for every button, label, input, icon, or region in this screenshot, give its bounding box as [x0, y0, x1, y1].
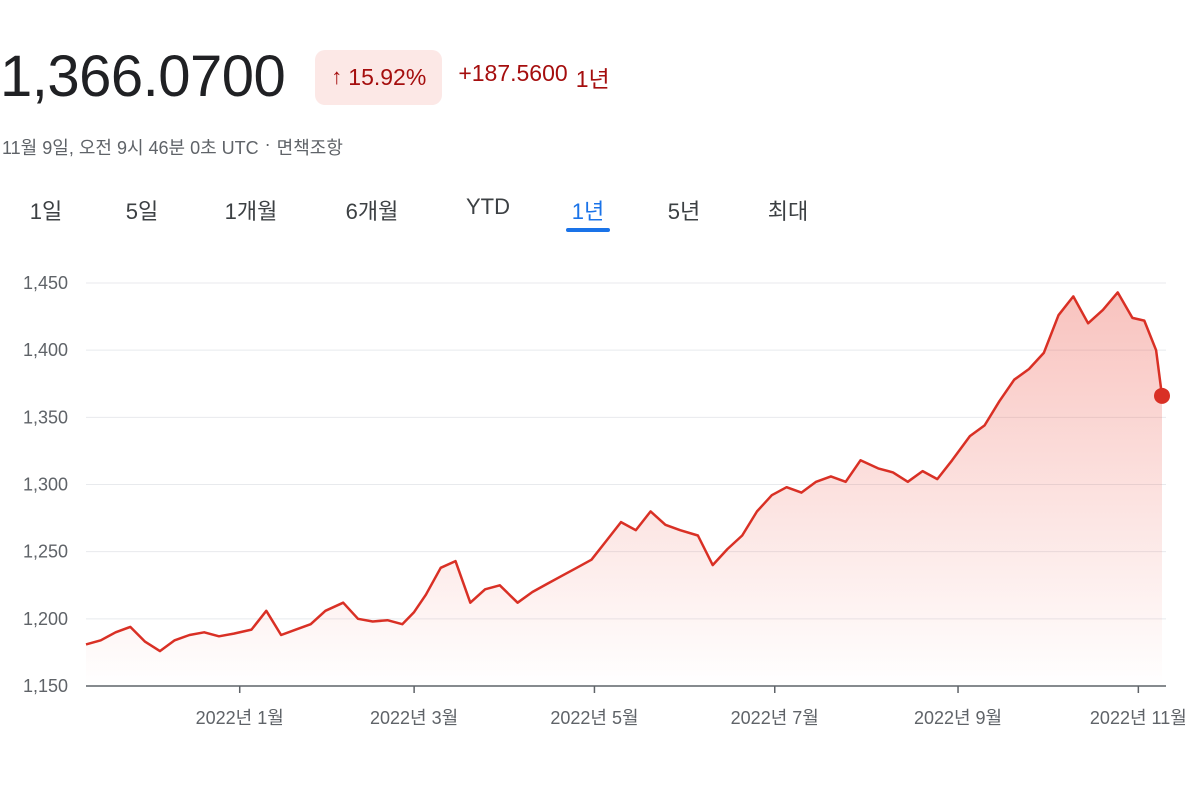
price-line [85, 291, 1164, 653]
timestamp-line: 11월 9일, 오전 9시 46분 0초 UTC · 면책조항 [2, 134, 343, 160]
tab-2[interactable]: 1개월 [224, 199, 278, 224]
y-tick-label: 1,400 [23, 340, 68, 360]
change-percent: 15.92% [348, 63, 427, 90]
timestamp: 11월 9일, 오전 9시 46분 0초 UTC [2, 138, 259, 158]
range-tabs: 1일 5일 1개월 6개월 YTD 1년 5년 최대 [0, 194, 900, 234]
quote-header: 1,366.0700 ↑ 15.92% +187.5600 1년 [0, 48, 610, 106]
tab-0[interactable]: 1일 [29, 199, 63, 224]
y-tick-label: 1,250 [23, 542, 68, 562]
disclaimer-link[interactable]: 면책조항 [276, 138, 343, 158]
x-tick-label: 2022년 3월 [370, 708, 458, 728]
x-tick-label: 2022년 1월 [196, 708, 284, 728]
tab-4[interactable]: YTD [466, 194, 510, 219]
change-abs-value: +187.5600 [458, 60, 568, 86]
y-tick-label: 1,300 [23, 475, 68, 495]
x-tick-label: 2022년 11월 [1090, 708, 1187, 728]
y-tick-label: 1,150 [23, 676, 68, 696]
y-tick-label: 1,200 [23, 609, 68, 629]
x-tick-label: 2022년 9월 [914, 708, 1002, 728]
x-tick-label: 2022년 7월 [731, 708, 819, 728]
area-fill [86, 292, 1162, 686]
tab-6[interactable]: 5년 [667, 199, 701, 224]
tab-1[interactable]: 5일 [125, 199, 159, 224]
tab-7[interactable]: 최대 [767, 199, 809, 224]
current-price: 1,366.0700 [0, 44, 286, 109]
arrow-up-icon: ↑ [331, 64, 343, 89]
price-chart: 1,150 1,200 1,250 1,300 1,350 1,400 1,450 2022년… [23, 273, 1187, 728]
tab-5[interactable]: 1년 [571, 199, 605, 224]
change-absolute: +187.5600 1년 [458, 60, 609, 94]
y-tick-label: 1,350 [23, 407, 68, 427]
tab-3[interactable]: 6개월 [345, 199, 399, 224]
x-tick-label: 2022년 5월 [550, 708, 638, 728]
separator: · [264, 134, 271, 154]
active-tab-underline [566, 228, 610, 232]
change-period: 1년 [575, 66, 610, 92]
current-value-dot [1154, 387, 1170, 404]
y-tick-label: 1,450 [23, 273, 68, 293]
change-percent-badge: ↑ 15.92% [315, 49, 443, 105]
